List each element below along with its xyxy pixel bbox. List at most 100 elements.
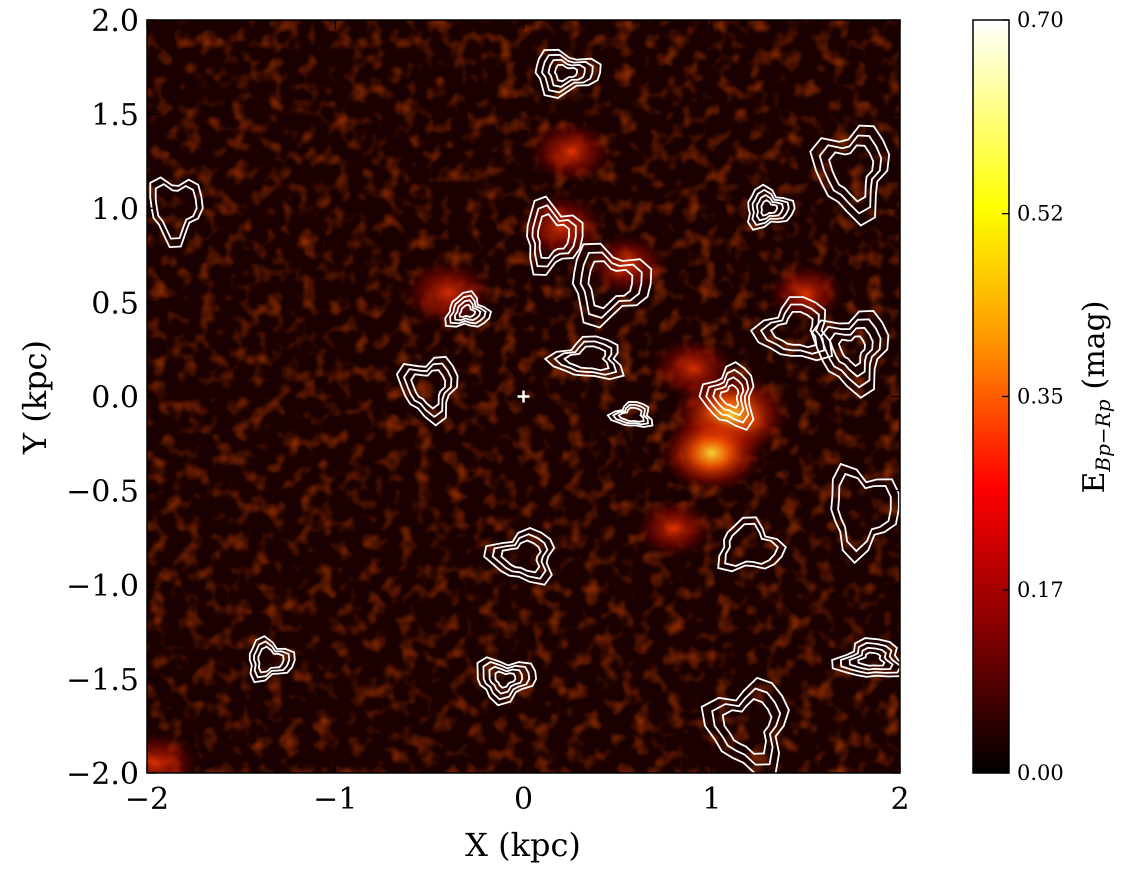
contour-region — [698, 361, 755, 431]
contour-line — [751, 188, 790, 227]
contour-line — [526, 195, 584, 276]
contour-line — [809, 124, 891, 227]
contour-line — [818, 134, 883, 215]
y-tick-label: −1.0 — [66, 569, 139, 604]
contour-line — [402, 362, 453, 419]
contour-line — [617, 406, 645, 423]
contour-line — [747, 183, 796, 231]
contour-lines — [149, 48, 900, 773]
contour-line — [476, 656, 538, 707]
x-axis-label: X (kpc) — [465, 826, 581, 864]
contour-region — [483, 527, 556, 586]
colorbar: 0.00 0.17 0.35 0.52 0.70 EBp−Rp (mag) — [972, 8, 1115, 785]
colorbar-tick-label: 0.52 — [1017, 202, 1064, 226]
y-axis-label: Y (kpc) — [16, 340, 54, 455]
contour-line — [563, 345, 610, 372]
contour-line — [571, 242, 653, 329]
y-tick-label: 0.0 — [91, 381, 139, 416]
colorbar-ticks: 0.00 0.17 0.35 0.52 0.70 — [1002, 8, 1064, 785]
colorbar-label: EBp−Rp (mag) — [1077, 301, 1115, 494]
contour-line — [536, 213, 570, 259]
contour-line — [488, 665, 524, 695]
x-tick-label: 1 — [702, 782, 721, 817]
contour-line — [857, 651, 886, 667]
contour-line — [828, 326, 874, 378]
contour-line — [828, 144, 875, 203]
contour-line — [531, 204, 577, 268]
contour-line — [724, 522, 779, 567]
contour-line — [553, 340, 618, 376]
x-tick-label: −1 — [313, 782, 357, 817]
contour-line — [717, 516, 787, 573]
contour-line — [831, 637, 900, 678]
contour-line — [810, 309, 890, 399]
contour-line — [719, 383, 740, 409]
contour-line — [534, 48, 602, 99]
contour-line — [837, 335, 866, 368]
contour-line — [553, 63, 579, 83]
contour-line — [500, 539, 542, 574]
colorbar-label-unit: (mag) — [1077, 301, 1112, 390]
contour-line — [483, 527, 556, 586]
heatmap-area — [146, 19, 901, 774]
y-axis-ticks: −2.0 −1.5 −1.0 −0.5 0.0 0.5 1.0 1.5 2.0 — [66, 4, 900, 792]
contour-line — [611, 403, 649, 426]
contour-line — [154, 183, 198, 240]
contour-line — [257, 645, 285, 674]
extinction-hotspot — [528, 120, 613, 184]
contour-line — [606, 400, 654, 428]
contour-region — [395, 355, 459, 427]
contour-region — [700, 676, 790, 773]
extinction-hotspot — [402, 258, 494, 328]
contour-line — [579, 251, 643, 319]
contour-line — [698, 361, 755, 431]
contour-line — [458, 303, 477, 318]
contour-line — [705, 368, 750, 424]
contour-line — [543, 335, 625, 381]
contour-line — [839, 641, 900, 675]
contour-line — [711, 687, 782, 766]
contour-line — [253, 640, 291, 679]
extinction-hotspot — [659, 413, 764, 493]
contour-line — [444, 290, 493, 328]
colorbar-label-subscript: Bp−Rp — [1091, 399, 1115, 472]
contour-region — [476, 656, 538, 707]
contour-line — [587, 260, 634, 310]
contour-line — [769, 311, 818, 349]
contour-line — [712, 376, 745, 417]
contour-region — [809, 124, 891, 227]
y-tick-label: −2.0 — [66, 757, 139, 792]
contour-line — [830, 462, 900, 565]
contour-region — [444, 290, 493, 328]
colorbar-tick-label: 0.17 — [1017, 578, 1064, 602]
contour-line — [547, 58, 586, 88]
contour-line — [819, 318, 882, 389]
center-marker — [517, 390, 530, 403]
contour-line — [749, 296, 834, 362]
y-tick-label: 0.5 — [91, 286, 139, 321]
contour-line — [395, 355, 459, 427]
extinction-hotspot — [766, 263, 845, 323]
contour-region — [248, 635, 296, 684]
contour-region — [830, 462, 900, 565]
colorbar-label-main: E — [1077, 472, 1112, 494]
contour-region — [534, 48, 602, 99]
contour-line — [760, 199, 779, 217]
colorbar-tick-label: 0.35 — [1017, 385, 1064, 409]
x-tick-label: −2 — [125, 782, 169, 817]
contour-region — [831, 637, 900, 678]
contour-line — [755, 194, 784, 222]
extinction-hotspot — [650, 336, 736, 401]
colorbar-tick-label: 0.70 — [1017, 8, 1064, 32]
contour-line — [759, 303, 826, 355]
x-tick-label: 2 — [890, 782, 909, 817]
contour-line — [248, 635, 296, 684]
contour-line — [848, 646, 894, 671]
x-axis-ticks: −2 −1 0 1 2 — [125, 20, 910, 817]
y-tick-label: 1.0 — [91, 192, 139, 227]
contour-line — [541, 53, 594, 94]
contour-line — [410, 369, 447, 410]
contour-region — [571, 242, 653, 329]
contour-line — [721, 697, 773, 755]
y-tick-label: −0.5 — [66, 475, 139, 510]
